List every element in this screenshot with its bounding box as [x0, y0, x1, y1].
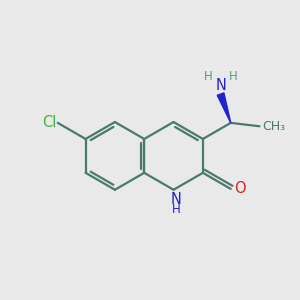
Text: H: H	[229, 70, 237, 83]
Text: H: H	[172, 203, 180, 216]
Text: O: O	[234, 182, 246, 196]
Text: N: N	[170, 192, 181, 207]
Text: H: H	[204, 70, 213, 83]
Text: N: N	[215, 78, 226, 93]
Text: CH₃: CH₃	[262, 120, 285, 133]
Polygon shape	[217, 93, 231, 123]
Text: Cl: Cl	[42, 116, 56, 130]
